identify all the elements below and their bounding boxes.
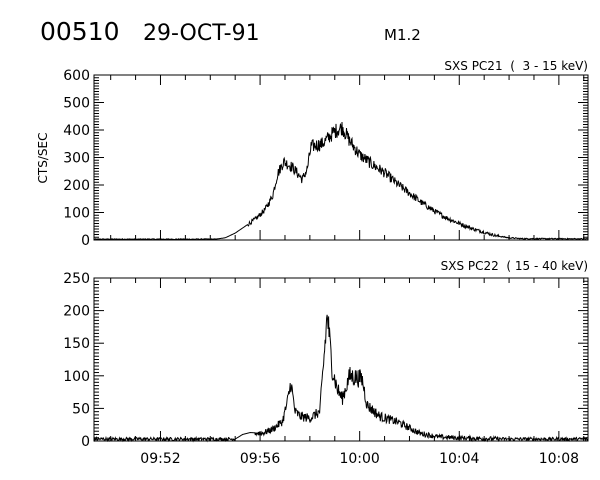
x-tick-label: 09:52	[140, 451, 180, 467]
event-date: 29-OCT-91	[143, 21, 260, 46]
y-tick-label: 300	[63, 151, 90, 167]
y-tick-label: 0	[81, 233, 90, 249]
event-id: 00510	[40, 17, 120, 46]
y-tick-label: 200	[63, 178, 90, 194]
series-line-pc22	[93, 314, 588, 443]
y-tick-label: 500	[63, 96, 90, 112]
plot-frame	[93, 74, 589, 241]
panel-pc21: 0 100 200 300 400 500 600	[63, 68, 589, 249]
series-line-pc21	[93, 121, 588, 241]
flare-class: M1.2	[384, 26, 421, 44]
y-tick-label: 100	[63, 206, 90, 222]
plot-frame	[93, 277, 589, 442]
panel-pc22: 0 50 100 150 200 250 09:52 09:56 10:00 10:04 10:08	[63, 271, 589, 467]
panel-title-pc21: SXS PC21 ( 3 - 15 keV)	[444, 59, 588, 73]
y-tick-label: 600	[63, 68, 90, 84]
panel-title-pc22: SXS PC22 ( 15 - 40 keV)	[441, 259, 588, 273]
x-tick-label: 10:08	[539, 451, 579, 467]
y-tick-label: 400	[63, 123, 90, 139]
y-tick-label: 200	[63, 304, 90, 320]
y-axis-label: CTS/SEC	[36, 133, 50, 184]
x-tick-label: 10:00	[339, 451, 379, 467]
x-tick-label: 10:04	[439, 451, 479, 467]
y-tick-label: 250	[63, 271, 90, 287]
y-tick-label: 0	[81, 434, 90, 450]
y-tick-label: 50	[72, 401, 90, 417]
x-tick-label: 09:56	[240, 451, 280, 467]
y-tick-label: 100	[63, 369, 90, 385]
y-tick-label: 150	[63, 336, 90, 352]
